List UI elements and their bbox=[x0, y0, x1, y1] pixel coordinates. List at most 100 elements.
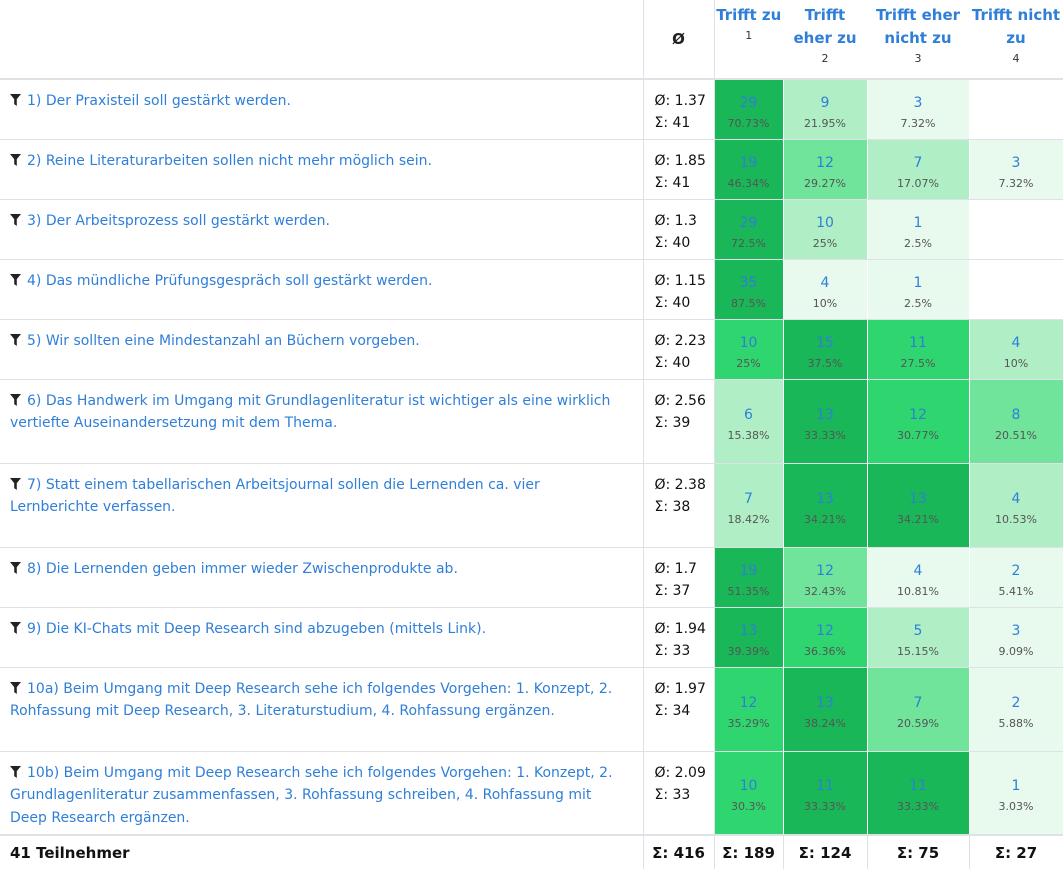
question-link[interactable]: 6) Das Handwerk im Umgang mit Grundlagen… bbox=[10, 392, 611, 432]
filter-icon[interactable] bbox=[10, 331, 21, 346]
response-cell-option-3: 5 15.15% bbox=[867, 607, 970, 668]
stats-cell: Ø: 2.56 Σ: 39 bbox=[643, 379, 715, 464]
response-count[interactable]: 13 bbox=[816, 406, 834, 423]
question-cell: 2) Reine Literaturarbeiten sollen nicht … bbox=[0, 139, 644, 200]
question-cell: 6) Das Handwerk im Umgang mit Grundlagen… bbox=[0, 379, 644, 464]
response-percent: 25% bbox=[736, 356, 761, 370]
response-count[interactable]: 8 bbox=[1011, 406, 1021, 423]
response-count[interactable]: 10 bbox=[739, 334, 758, 351]
response-percent: 30.77% bbox=[897, 428, 939, 442]
response-count[interactable]: 7 bbox=[744, 490, 753, 507]
response-count[interactable]: 12 bbox=[909, 406, 927, 423]
response-count[interactable]: 12 bbox=[739, 694, 758, 711]
filter-icon[interactable] bbox=[10, 271, 21, 286]
option-sum-1: Σ: 189 bbox=[714, 834, 784, 869]
question-link[interactable]: 10b) Beim Umgang mit Deep Research sehe … bbox=[10, 764, 613, 826]
filter-icon[interactable] bbox=[10, 619, 21, 634]
response-cell-option-4 bbox=[969, 259, 1063, 320]
sum-value: Σ: 37 bbox=[654, 582, 691, 599]
table-row: 10b) Beim Umgang mit Deep Research sehe … bbox=[0, 751, 1063, 836]
table-row: 9) Die KI-Chats mit Deep Research sind a… bbox=[0, 607, 1063, 668]
stats-cell: Ø: 1.94 Σ: 33 bbox=[643, 607, 715, 668]
response-percent: 10% bbox=[1003, 356, 1029, 370]
response-count[interactable]: 4 bbox=[1011, 334, 1021, 351]
question-link[interactable]: 2) Reine Literaturarbeiten sollen nicht … bbox=[27, 152, 432, 169]
response-count[interactable]: 3 bbox=[913, 95, 923, 111]
question-link[interactable]: 10a) Beim Umgang mit Deep Research sehe … bbox=[10, 680, 613, 720]
average-value: Ø: 1.85 bbox=[654, 152, 706, 169]
response-count[interactable]: 7 bbox=[913, 154, 923, 171]
response-percent: 18.42% bbox=[727, 512, 770, 526]
response-count[interactable]: 12 bbox=[816, 154, 834, 171]
sum-value: Σ: 34 bbox=[654, 702, 691, 719]
average-value: Ø: 1.97 bbox=[654, 680, 706, 697]
response-count[interactable]: 13 bbox=[739, 622, 758, 639]
response-cell-option-3: 7 20.59% bbox=[867, 667, 970, 752]
response-count[interactable]: 12 bbox=[816, 562, 834, 579]
sum-value: Σ: 40 bbox=[654, 354, 691, 371]
question-link[interactable]: 3) Der Arbeitsprozess soll gestärkt werd… bbox=[27, 212, 330, 229]
response-count[interactable]: 10 bbox=[816, 214, 834, 231]
response-count[interactable]: 10 bbox=[739, 778, 758, 795]
response-count[interactable]: 1 bbox=[913, 274, 923, 291]
response-count[interactable]: 1 bbox=[1011, 778, 1021, 795]
response-count[interactable]: 2 bbox=[1011, 562, 1021, 579]
question-link[interactable]: 4) Das mündliche Prüfungsgespräch soll g… bbox=[27, 272, 433, 289]
question-link[interactable]: 8) Die Lernenden geben immer wieder Zwis… bbox=[27, 560, 458, 577]
response-count[interactable]: 11 bbox=[816, 778, 834, 795]
response-count[interactable]: 5 bbox=[913, 622, 923, 639]
option-label: Trifft zu bbox=[716, 6, 782, 24]
question-cell: 4) Das mündliche Prüfungsgespräch soll g… bbox=[0, 259, 644, 320]
response-count[interactable]: 13 bbox=[816, 694, 834, 711]
question-cell: 5) Wir sollten eine Mindestanzahl an Büc… bbox=[0, 319, 644, 380]
response-count[interactable]: 4 bbox=[913, 562, 923, 579]
response-count[interactable]: 2 bbox=[1011, 694, 1021, 711]
question-link[interactable]: 1) Der Praxisteil soll gestärkt werden. bbox=[27, 93, 291, 109]
response-count[interactable]: 4 bbox=[820, 274, 830, 291]
question-link[interactable]: 9) Die KI-Chats mit Deep Research sind a… bbox=[27, 620, 487, 637]
average-value: Ø: 2.38 bbox=[654, 476, 706, 493]
filter-icon[interactable] bbox=[10, 391, 21, 406]
response-cell-option-4: 1 3.03% bbox=[969, 751, 1063, 836]
response-count[interactable]: 29 bbox=[739, 214, 758, 231]
option-header-1: Trifft zu 1 bbox=[714, 0, 783, 80]
option-number: 2 bbox=[821, 52, 829, 65]
response-percent: 7.32% bbox=[900, 117, 936, 130]
response-count[interactable]: 13 bbox=[909, 490, 927, 507]
response-count[interactable]: 7 bbox=[913, 694, 923, 711]
option-label: Trifft eher nicht zu bbox=[875, 6, 961, 47]
total-sum: Σ: 416 bbox=[643, 834, 715, 869]
response-count[interactable]: 19 bbox=[739, 562, 758, 579]
option-header-2: Trifft eher zu 2 bbox=[783, 0, 867, 80]
response-cell-option-4: 2 5.88% bbox=[969, 667, 1063, 752]
filter-icon[interactable] bbox=[10, 211, 21, 226]
table-row: 2) Reine Literaturarbeiten sollen nicht … bbox=[0, 139, 1063, 200]
response-count[interactable]: 13 bbox=[816, 490, 834, 507]
response-cell-option-1: 10 30.3% bbox=[714, 751, 784, 836]
response-count[interactable]: 35 bbox=[739, 274, 758, 291]
filter-icon[interactable] bbox=[10, 91, 21, 106]
filter-icon[interactable] bbox=[10, 763, 21, 778]
filter-icon[interactable] bbox=[10, 559, 21, 574]
filter-icon[interactable] bbox=[10, 475, 21, 490]
response-count[interactable]: 15 bbox=[816, 334, 834, 351]
option-number: 3 bbox=[914, 52, 922, 65]
response-count[interactable]: 11 bbox=[909, 778, 927, 795]
filter-icon[interactable] bbox=[10, 679, 21, 694]
response-count[interactable]: 1 bbox=[913, 214, 923, 231]
response-count[interactable]: 6 bbox=[744, 406, 753, 423]
response-cell-option-3: 4 10.81% bbox=[867, 547, 970, 608]
question-link[interactable]: 5) Wir sollten eine Mindestanzahl an Büc… bbox=[27, 332, 420, 349]
response-cell-option-2: 13 34.21% bbox=[783, 463, 868, 548]
response-count[interactable]: 3 bbox=[1011, 154, 1021, 171]
response-count[interactable]: 12 bbox=[816, 622, 834, 639]
response-count[interactable]: 29 bbox=[739, 95, 758, 111]
filter-icon[interactable] bbox=[10, 151, 21, 166]
response-count[interactable]: 9 bbox=[820, 95, 830, 111]
question-cell: 8) Die Lernenden geben immer wieder Zwis… bbox=[0, 547, 644, 608]
response-count[interactable]: 19 bbox=[739, 154, 758, 171]
response-count[interactable]: 11 bbox=[909, 334, 927, 351]
question-link[interactable]: 7) Statt einem tabellarischen Arbeitsjou… bbox=[10, 476, 540, 516]
response-count[interactable]: 4 bbox=[1011, 490, 1021, 507]
response-count[interactable]: 3 bbox=[1011, 622, 1021, 639]
